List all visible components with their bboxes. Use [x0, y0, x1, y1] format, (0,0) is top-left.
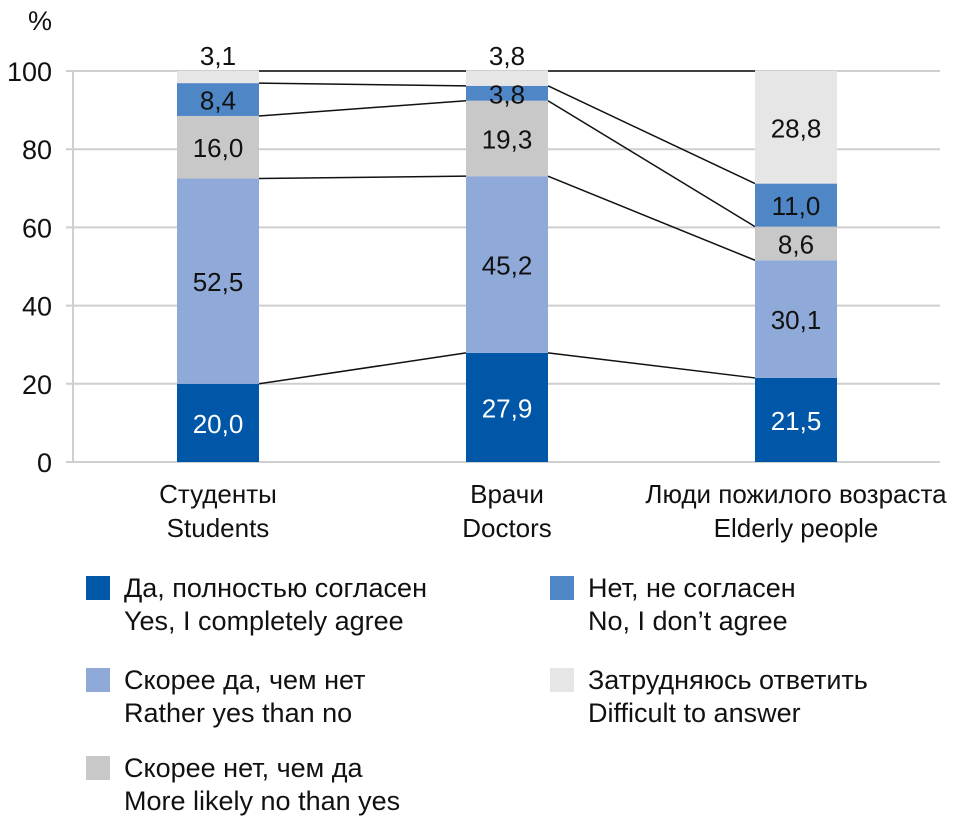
legend-label-ru: Скорее нет, чем да: [124, 753, 363, 783]
connector-line: [258, 352, 467, 385]
bar-segment: [755, 260, 837, 378]
bars: [177, 71, 837, 462]
y-tick-label: 60: [22, 213, 52, 243]
connector-line: [258, 99, 467, 117]
category-label-ru: Студенты: [159, 479, 277, 509]
value-label: 30,1: [771, 305, 822, 335]
bar-segment: [177, 178, 259, 384]
legend-label-ru: Да, полностью согласен: [124, 573, 427, 603]
y-tick-label: 40: [22, 292, 52, 322]
legend-swatch: [86, 668, 110, 692]
bar-segment: [466, 85, 548, 101]
value-label: 8,6: [778, 229, 814, 259]
value-label: 20,0: [193, 409, 244, 439]
legend-label-ru: Скорее да, чем нет: [124, 665, 366, 695]
legend-label-ru: Затрудняюсь ответить: [588, 665, 868, 695]
legend-swatch: [86, 576, 110, 600]
legend-label-ru: Нет, не согласен: [588, 573, 796, 603]
value-label: 16,0: [193, 133, 244, 163]
value-label: 3,8: [489, 79, 525, 109]
bar-segment: [466, 100, 548, 177]
y-tick-label: 20: [22, 370, 52, 400]
bar-segment: [177, 115, 259, 179]
y-tick-label: 0: [37, 448, 52, 478]
bar-segment: [755, 71, 837, 184]
bar-segment: [466, 71, 548, 86]
value-label: 19,3: [482, 124, 533, 154]
value-label: 45,2: [482, 251, 533, 281]
legend-swatch: [550, 576, 574, 600]
category-label-en: Elderly people: [714, 513, 879, 543]
value-label: 8,4: [200, 86, 236, 116]
category-label-ru: Люди пожилого возраста: [645, 479, 947, 509]
legend-label-en: Difficult to answer: [588, 698, 801, 728]
y-tick-label: 80: [22, 135, 52, 165]
y-tick-label: 100: [7, 57, 52, 87]
value-labels: 20,0 52,5 16,0 8,4 3,1 27,9 45,2 19,3 3,8 3,8 21,5…: [193, 41, 822, 439]
legend-item-completely-agree: Да, полностью согласен Yes, I completely …: [86, 572, 427, 638]
legend-item-rather-no: Скорее нет, чем да More likely no than ye…: [86, 752, 400, 818]
category-labels: Студенты Students Врачи Doctors Люди пожилог…: [159, 479, 947, 543]
bar-segment: [755, 183, 837, 227]
value-label: 11,0: [772, 191, 821, 221]
stacked-bar-chart: 20,0 52,5 16,0 8,4 3,1 27,9 45,2 19,3 3,8 3,8 21,5…: [7, 6, 947, 543]
legend-label-en: No, I don’t agree: [588, 606, 788, 636]
bar-segment: [755, 377, 837, 462]
value-label: 27,9: [482, 393, 533, 423]
legend-swatch: [550, 668, 574, 692]
category-label-en: Doctors: [462, 513, 552, 543]
legend-swatch: [86, 756, 110, 780]
value-label: 3,8: [489, 41, 525, 71]
value-label: 28,8: [771, 113, 822, 143]
y-axis-label: %: [28, 6, 52, 36]
connector-line: [547, 352, 756, 379]
bar-segment: [177, 71, 259, 84]
bar-segment: [177, 83, 259, 116]
connector-line: [547, 100, 756, 228]
value-label: 52,5: [193, 267, 244, 297]
value-label: 3,1: [200, 41, 236, 71]
value-label: 21,5: [771, 406, 822, 436]
connector-line: [547, 175, 756, 261]
legend-item-disagree: Нет, не согласен No, I don’t agree: [550, 572, 796, 638]
bar-segment: [755, 226, 837, 261]
bar-segment: [466, 352, 548, 462]
connector-line: [547, 85, 756, 185]
bar-segment: [177, 383, 259, 462]
legend-label-en: Yes, I completely agree: [124, 606, 404, 636]
y-axis-ticks: 0 20 40 60 80 100: [7, 57, 52, 478]
bar-segment: [466, 176, 548, 353]
connector-line: [258, 82, 467, 87]
legend-item-difficult: Затрудняюсь ответить Difficult to answer: [550, 664, 868, 730]
legend-item-rather-yes: Скорее да, чем нет Rather yes than no: [86, 664, 366, 730]
connector-lines: [258, 70, 756, 385]
legend-label-en: Rather yes than no: [124, 698, 353, 728]
legend-label-en: More likely no than yes: [124, 786, 401, 816]
category-label-ru: Врачи: [470, 479, 544, 509]
category-label-en: Students: [167, 513, 270, 543]
connector-line: [258, 175, 467, 180]
